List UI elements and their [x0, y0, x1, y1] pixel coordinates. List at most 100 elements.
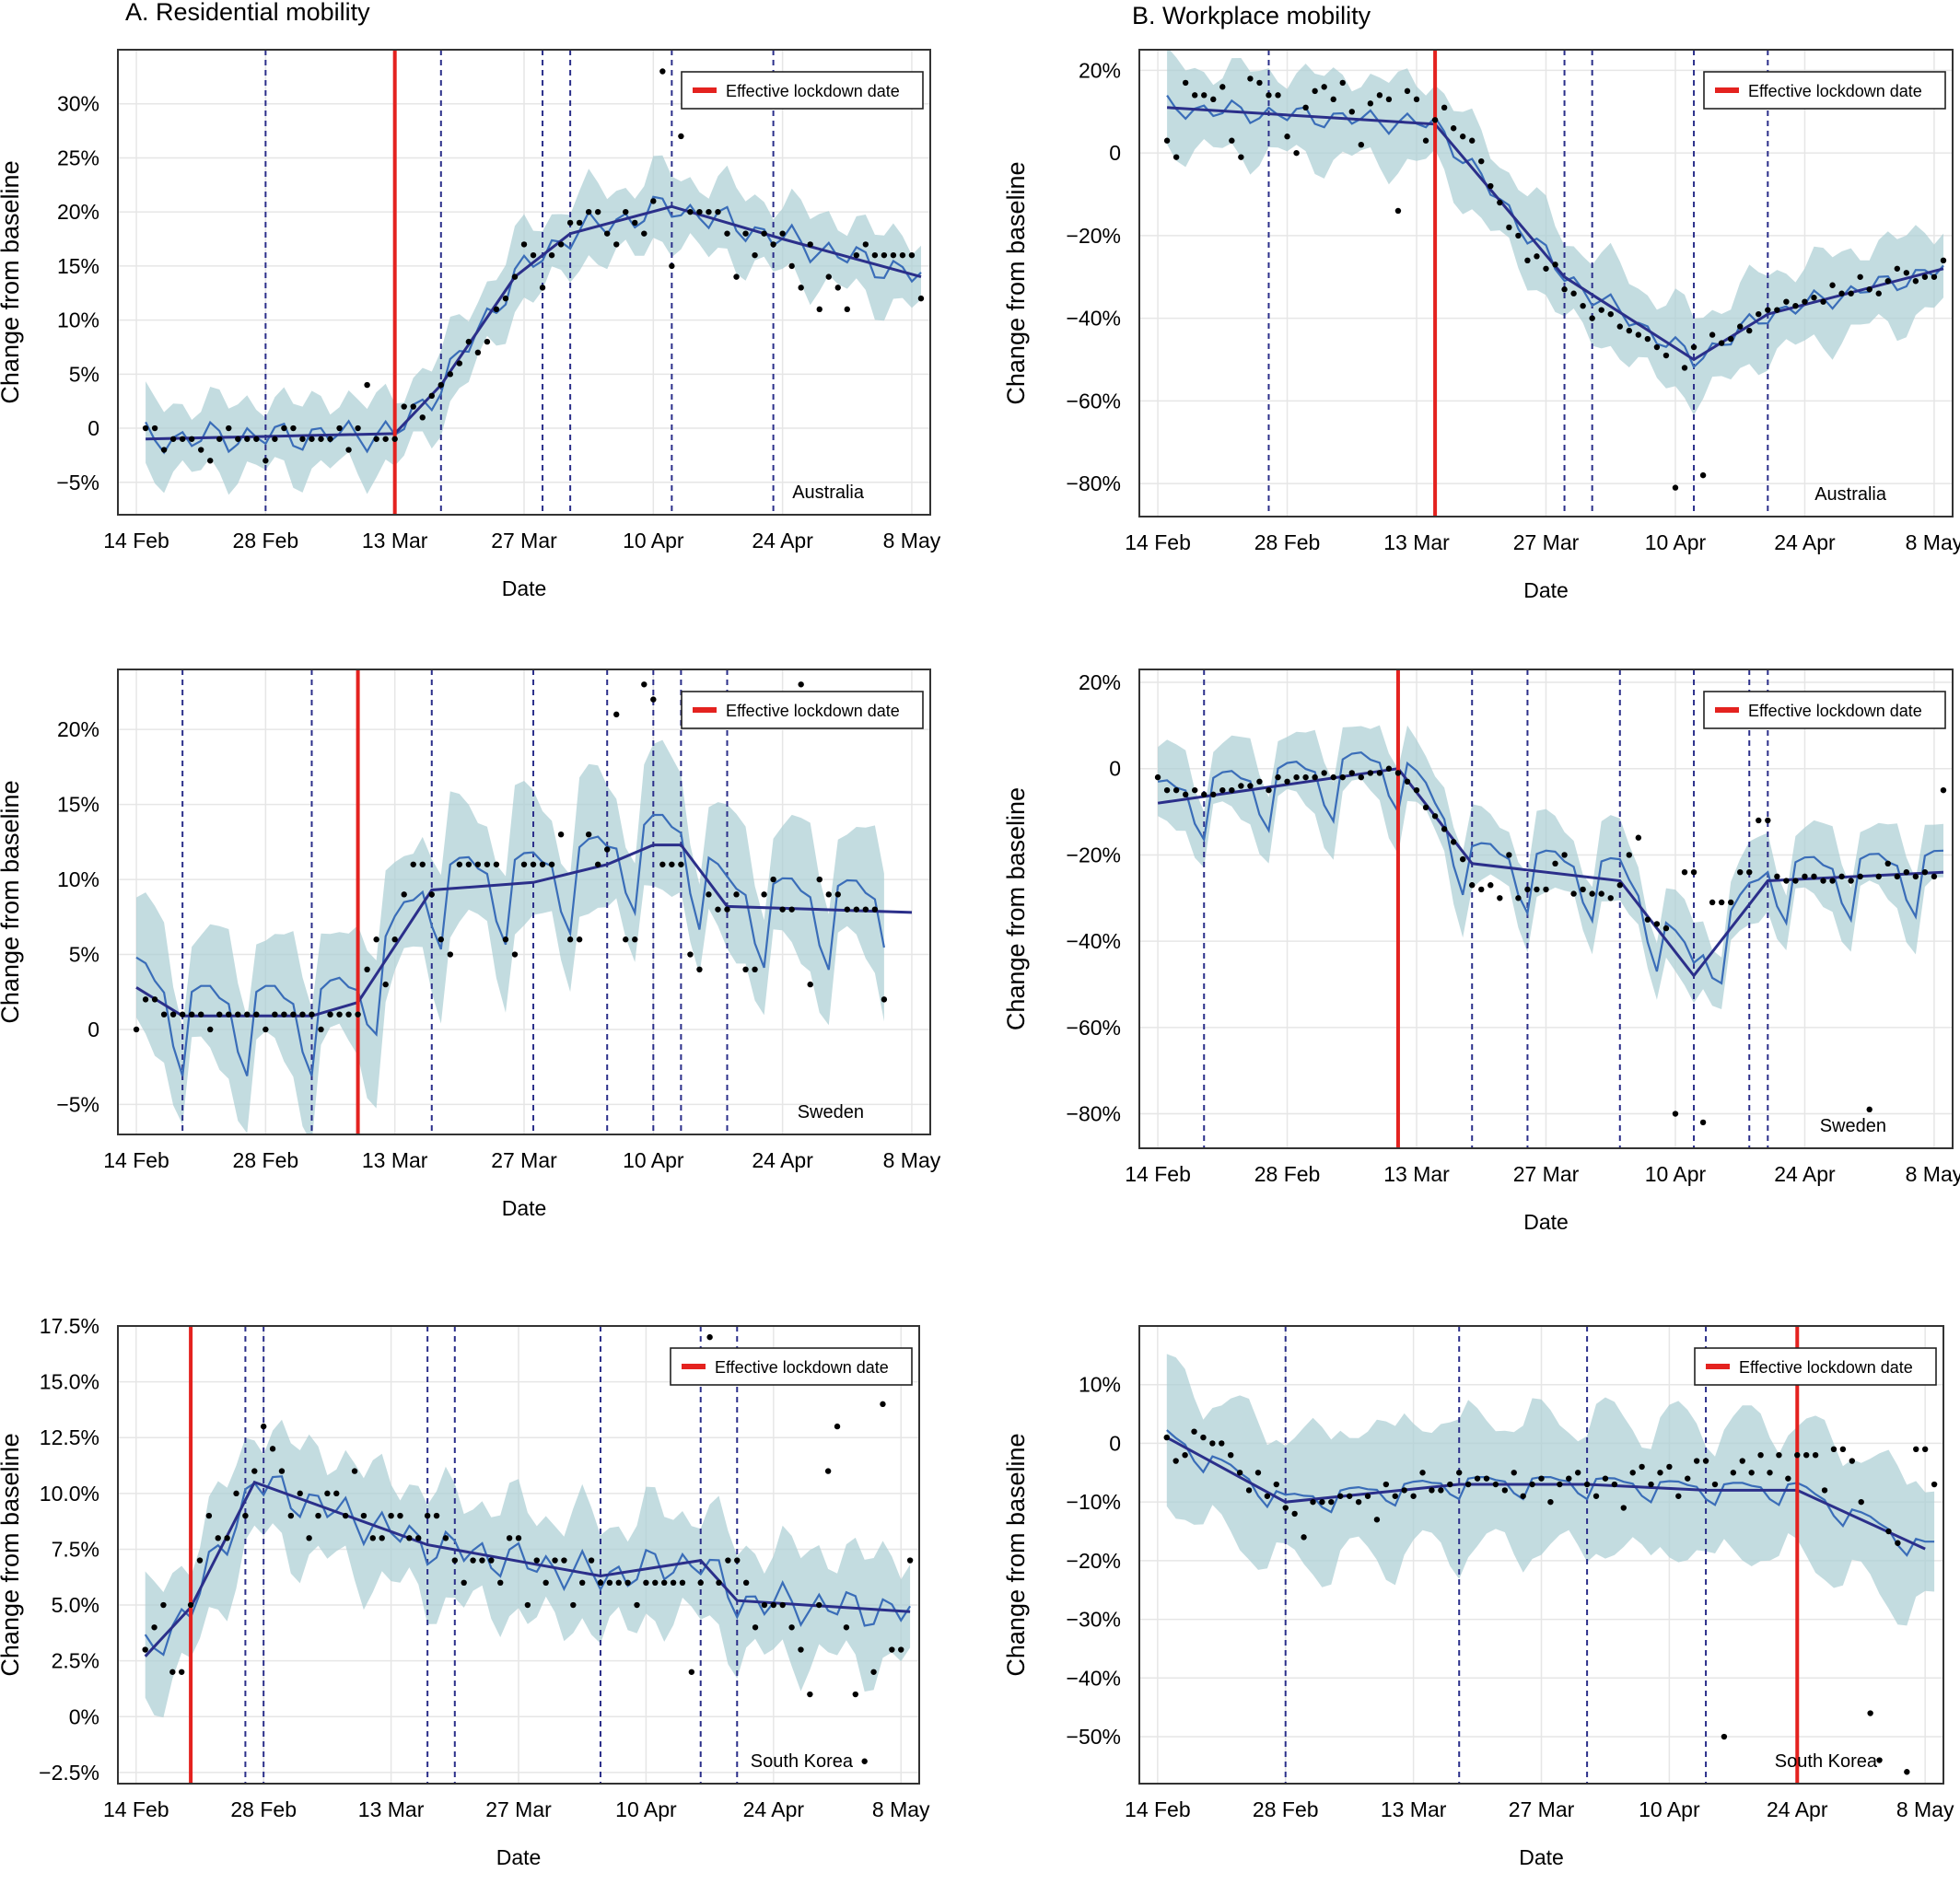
data-point [233, 1490, 239, 1497]
data-point [752, 966, 758, 973]
plot-area [1163, 50, 1947, 517]
data-point [1557, 1481, 1563, 1488]
data-point [1312, 87, 1318, 95]
data-point [742, 1579, 750, 1587]
data-point [561, 1557, 567, 1564]
data-point [570, 1601, 577, 1609]
chart-panel-a-australia: 14 Feb 28 Feb 13 Mar 27 Mar 10 Apr 24 Apr 8 Ma… [0, 49, 941, 600]
data-point [179, 1011, 186, 1018]
data-point [369, 1535, 377, 1541]
data-point [1236, 1470, 1243, 1476]
data-point [1580, 886, 1586, 893]
x-tick-label: 13 Mar [362, 529, 428, 552]
data-point [706, 891, 712, 898]
x-tick-label: 13 Mar [1381, 1797, 1447, 1821]
daily-estimate-line [145, 195, 922, 455]
data-point [1903, 270, 1910, 276]
data-point [1404, 87, 1411, 95]
x-axis-title: Date [502, 576, 547, 600]
data-point [1921, 1446, 1929, 1453]
x-tick-label: 24 Apr [752, 1148, 813, 1172]
data-point [542, 1579, 549, 1587]
data-point [1574, 1470, 1581, 1476]
uncertainty-band [1158, 725, 1943, 1009]
data-point [1191, 1428, 1197, 1435]
data-point [391, 936, 398, 943]
data-point [1172, 1458, 1179, 1464]
data-point [1756, 310, 1762, 318]
data-point [1163, 137, 1171, 144]
data-point [438, 381, 444, 389]
data-point [1866, 1106, 1872, 1113]
x-axis-title: Date [1523, 1210, 1569, 1234]
data-point [345, 447, 352, 453]
data-point [142, 424, 149, 432]
data-point [299, 436, 306, 442]
data-point [1422, 804, 1429, 811]
data-point [1635, 834, 1642, 841]
data-point [1912, 873, 1919, 880]
data-point [1488, 882, 1494, 889]
data-point [1506, 224, 1512, 231]
x-tick-label: 13 Mar [1383, 530, 1450, 554]
x-tick-label: 10 Apr [623, 1148, 684, 1172]
y-tick-label: 15% [57, 793, 99, 817]
legend-box [670, 1347, 913, 1386]
data-point [1639, 1463, 1645, 1471]
data-point [1337, 1493, 1344, 1499]
data-point [1441, 104, 1448, 111]
data-point [244, 1011, 251, 1018]
data-point [410, 403, 416, 410]
data-point [1730, 1470, 1737, 1476]
data-point [1894, 873, 1900, 880]
data-point [1275, 773, 1281, 781]
x-tick-label: 24 Apr [1774, 530, 1836, 554]
data-point [502, 295, 509, 302]
data-point [1219, 1440, 1225, 1447]
legend-box [681, 71, 924, 110]
data-point [382, 981, 389, 988]
data-point [188, 1011, 195, 1018]
data-point [579, 1579, 586, 1587]
data-point [917, 295, 925, 302]
data-point [1348, 109, 1355, 115]
data-point [1561, 852, 1568, 858]
data-point [881, 251, 888, 259]
data-point [1616, 882, 1623, 889]
data-point [1200, 1434, 1207, 1441]
data-point [659, 861, 666, 867]
data-point [327, 1011, 333, 1018]
data-point [1876, 1757, 1883, 1763]
data-point [1672, 484, 1679, 491]
data-point [552, 1557, 558, 1564]
data-point [1282, 1505, 1289, 1511]
data-point [1653, 343, 1661, 351]
data-point [779, 906, 786, 913]
data-point [1848, 290, 1854, 297]
data-point [1611, 1481, 1618, 1488]
data-point [679, 1579, 686, 1587]
data-point [1201, 92, 1208, 99]
data-point [788, 906, 795, 913]
data-point [798, 285, 804, 291]
data-point [142, 996, 149, 1003]
data-point [1319, 1498, 1325, 1506]
chart-panel-a-south-korea: 14 Feb 28 Feb 13 Mar 27 Mar 10 Apr 24 Apr 8 Ma… [0, 1314, 930, 1869]
data-point [1273, 1481, 1280, 1488]
data-point [484, 338, 491, 345]
data-point [716, 1579, 722, 1587]
data-point [151, 1624, 158, 1631]
y-tick-label: 20% [57, 200, 99, 224]
data-point [1737, 323, 1744, 330]
data-point [226, 424, 232, 432]
y-tick-label: −5% [56, 1092, 99, 1116]
data-point [506, 1535, 513, 1541]
data-point [382, 436, 389, 442]
data-point [733, 891, 740, 898]
daily-estimate-line [1157, 750, 1944, 985]
daily-estimate-line [1166, 94, 1944, 369]
data-point [188, 436, 195, 442]
data-point [1478, 886, 1485, 893]
data-point [588, 1557, 595, 1564]
data-point [669, 861, 675, 867]
